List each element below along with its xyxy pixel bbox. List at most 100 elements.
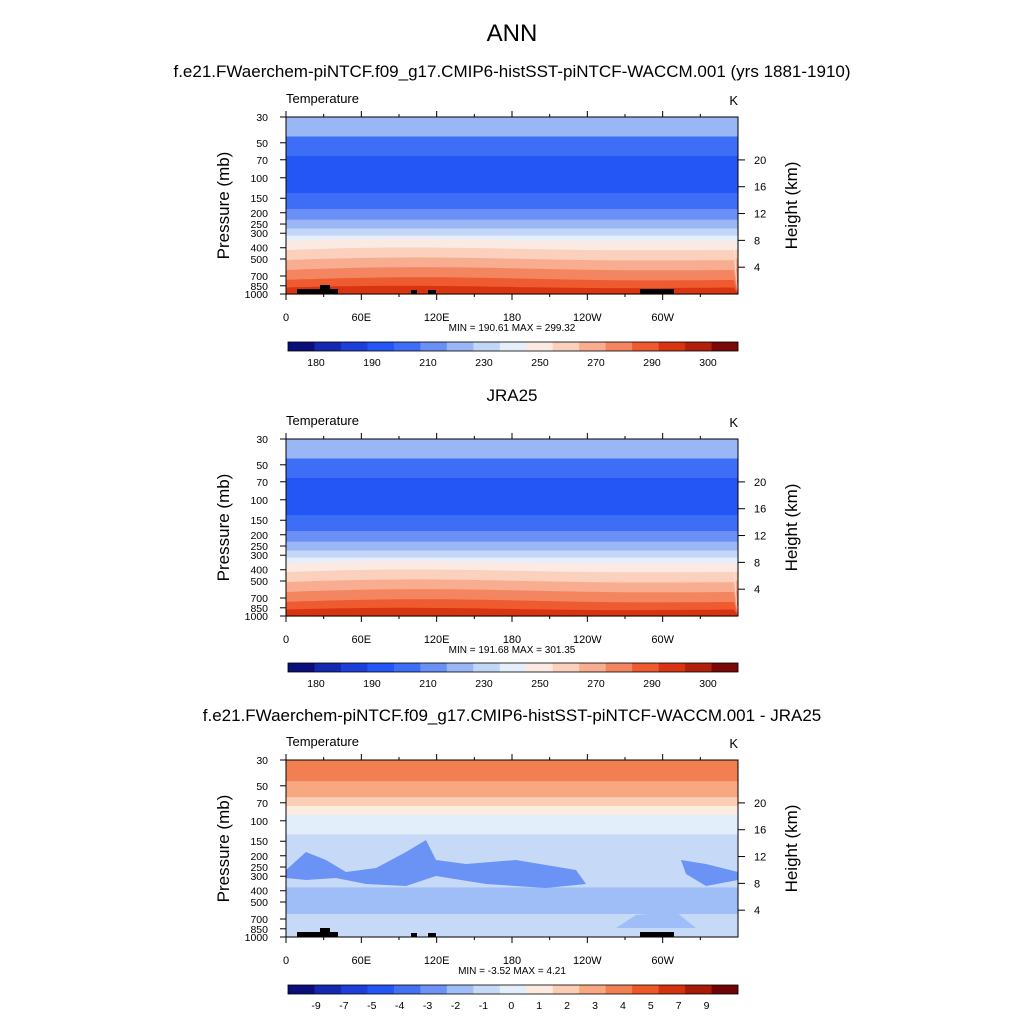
x-tick-label: 60E bbox=[352, 955, 372, 967]
topography-mask bbox=[320, 928, 330, 937]
topography-mask bbox=[640, 289, 674, 294]
contour-band bbox=[286, 458, 738, 479]
colorbar-label: -9 bbox=[311, 1000, 320, 1012]
x-tick-label: 0 bbox=[283, 955, 289, 967]
figure-title: ANN bbox=[486, 20, 538, 47]
colorbar-swatch bbox=[340, 985, 368, 994]
y-tick-label: 150 bbox=[250, 836, 268, 848]
y-tick-label: 30 bbox=[256, 755, 268, 767]
colorbar-swatch bbox=[711, 985, 739, 994]
colorbar-swatch bbox=[420, 342, 448, 351]
y-tick-label: 70 bbox=[256, 477, 268, 489]
y-tick-label: 250 bbox=[250, 862, 268, 874]
colorbar-label: 4 bbox=[620, 1000, 626, 1012]
y-tick-label: 50 bbox=[256, 781, 268, 793]
colorbar-swatch bbox=[314, 342, 342, 351]
x-tick-label: 60W bbox=[651, 955, 674, 967]
x-tick-label: 180 bbox=[503, 955, 521, 967]
contour-band bbox=[286, 541, 738, 552]
colorbar-label: -7 bbox=[339, 1000, 348, 1012]
y2-tick-label: 4 bbox=[754, 905, 760, 917]
y-axis-label: Pressure (mb) bbox=[214, 474, 233, 582]
y-tick-label: 200 bbox=[250, 851, 268, 863]
colorbar-label: 0 bbox=[508, 1000, 514, 1012]
contour-band bbox=[286, 117, 738, 138]
x-tick-label: 60W bbox=[651, 312, 674, 324]
y2-axis-label: Height (km) bbox=[782, 162, 801, 250]
colorbar-label: 250 bbox=[531, 678, 549, 690]
colorbar-label: 230 bbox=[475, 678, 493, 690]
y-tick-label: 700 bbox=[250, 914, 268, 926]
y-tick-label: 100 bbox=[250, 173, 268, 185]
y-tick-label: 850 bbox=[250, 603, 268, 615]
contour-band bbox=[286, 557, 738, 566]
contour-band bbox=[681, 860, 738, 886]
colorbar-swatch bbox=[473, 985, 501, 994]
colorbar-swatch bbox=[579, 985, 606, 994]
colorbar-swatch bbox=[579, 663, 606, 672]
y-tick-label: 1000 bbox=[245, 289, 269, 301]
units-label: K bbox=[729, 736, 738, 751]
topography-mask bbox=[297, 932, 338, 937]
x-tick-label: 120E bbox=[424, 634, 450, 646]
x-tick-label: 180 bbox=[503, 634, 521, 646]
colorbar-swatch bbox=[288, 663, 315, 672]
colorbar-swatch bbox=[393, 342, 421, 351]
y-tick-label: 300 bbox=[250, 228, 268, 240]
variable-label: Temperature bbox=[286, 413, 359, 428]
colorbar-swatch bbox=[711, 342, 739, 351]
colorbar-label: 250 bbox=[531, 357, 549, 369]
colorbar-label: 270 bbox=[587, 678, 605, 690]
units-label: K bbox=[729, 415, 738, 430]
y-axis-label: Pressure (mb) bbox=[214, 795, 233, 903]
y2-tick-label: 8 bbox=[754, 878, 760, 890]
y-tick-label: 700 bbox=[250, 593, 268, 605]
contour-band bbox=[286, 840, 586, 888]
colorbar-label: 300 bbox=[699, 357, 717, 369]
y-tick-label: 30 bbox=[256, 112, 268, 124]
colorbar-swatch bbox=[526, 985, 554, 994]
colorbar-label: -4 bbox=[395, 1000, 404, 1012]
x-tick-label: 120W bbox=[573, 955, 602, 967]
colorbar-swatch bbox=[288, 985, 315, 994]
colorbar-label: 290 bbox=[643, 678, 661, 690]
contour-band bbox=[286, 209, 738, 221]
colorbar-swatch bbox=[393, 985, 421, 994]
y2-tick-label: 20 bbox=[754, 798, 766, 810]
y-tick-label: 70 bbox=[256, 155, 268, 167]
colorbar-swatch bbox=[340, 663, 368, 672]
colorbar-swatch bbox=[658, 663, 686, 672]
contour-band bbox=[286, 550, 738, 559]
y-tick-label: 250 bbox=[250, 219, 268, 231]
colorbar-label: 210 bbox=[419, 357, 437, 369]
topography-mask bbox=[320, 285, 330, 294]
contour-band bbox=[286, 781, 738, 798]
contour-band bbox=[616, 912, 696, 928]
contour-band bbox=[286, 155, 738, 194]
colorbar-swatch bbox=[526, 342, 554, 351]
y-tick-label: 300 bbox=[250, 550, 268, 562]
topography-mask bbox=[640, 932, 674, 937]
y-tick-label: 150 bbox=[250, 515, 268, 527]
x-tick-label: 120E bbox=[424, 312, 450, 324]
y-tick-label: 400 bbox=[250, 565, 268, 577]
y-tick-label: 400 bbox=[250, 886, 268, 898]
y2-tick-label: 16 bbox=[754, 825, 766, 837]
panel-3-title: f.e21.FWaerchem-piNTCF.f09_g17.CMIP6-his… bbox=[202, 706, 822, 725]
min-max-stats: MIN = -3.52 MAX = 4.21 bbox=[458, 966, 566, 977]
colorbar-label: 180 bbox=[307, 357, 325, 369]
colorbar-swatch bbox=[473, 342, 501, 351]
colorbar-swatch bbox=[420, 985, 448, 994]
colorbar-label: 270 bbox=[587, 357, 605, 369]
colorbar-swatch bbox=[632, 663, 659, 672]
colorbar-label: -1 bbox=[479, 1000, 488, 1012]
colorbar-label: 7 bbox=[676, 1000, 682, 1012]
x-tick-label: 60W bbox=[651, 634, 674, 646]
colorbar-swatch bbox=[552, 985, 580, 994]
variable-label: Temperature bbox=[286, 734, 359, 749]
colorbar-swatch bbox=[473, 663, 501, 672]
y2-tick-label: 8 bbox=[754, 557, 760, 569]
x-tick-label: 60E bbox=[352, 634, 372, 646]
colorbar-label: 190 bbox=[363, 357, 381, 369]
y-tick-label: 50 bbox=[256, 138, 268, 150]
